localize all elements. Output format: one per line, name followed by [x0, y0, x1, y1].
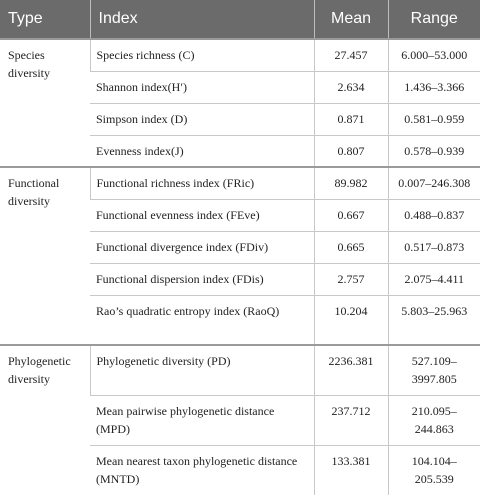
table-row: Functional divergence index (FDiv) 0.665… — [0, 230, 480, 263]
index-cell: Functional evenness index (FEve) — [90, 198, 314, 231]
table-row: Functional evenness index (FEve) 0.667 0… — [0, 198, 480, 231]
index-cell: Mean pairwise phylogenetic distance (MPD… — [90, 394, 314, 445]
table-row: Shannon index(H′) 2.634 1.436–3.366 — [0, 70, 480, 103]
mean-cell: 0.667 — [313, 198, 388, 231]
range-cell: 210.095–244.863 — [387, 394, 480, 445]
range-cell: 104.104–205.539 — [387, 444, 480, 495]
mean-cell: 0.807 — [313, 134, 388, 167]
range-cell: 0.007–246.308 — [387, 166, 480, 199]
mean-cell: 133.381 — [313, 444, 388, 495]
header-type: Type — [0, 0, 90, 39]
mean-cell: 2.757 — [313, 262, 388, 295]
mean-cell: 2.634 — [313, 70, 388, 103]
table-row: Species diversity Species richness (C) 2… — [0, 38, 480, 167]
index-cell: Mean nearest taxon phylogenetic distance… — [90, 444, 314, 495]
range-cell: 527.109–3997.805 — [387, 344, 480, 395]
table-row: Phylogenetic diversity Phylogenetic dive… — [0, 344, 480, 495]
index-cell: Simpson index (D) — [90, 102, 314, 135]
index-cell: Shannon index(H′) — [90, 70, 314, 103]
type-cell-functional: Functional diversity — [0, 166, 90, 345]
range-cell: 0.581–0.959 — [387, 102, 480, 135]
index-cell: Phylogenetic diversity (PD) — [89, 344, 314, 395]
mean-cell: 0.665 — [313, 230, 388, 263]
type-cell-phylogenetic: Phylogenetic diversity — [0, 344, 90, 495]
table-header: Type Index Mean Range — [0, 0, 480, 39]
mean-cell: 2236.381 — [313, 344, 388, 395]
table-row: Functional dispersion index (FDis) 2.757… — [0, 262, 480, 295]
range-cell: 2.075–4.411 — [387, 262, 480, 295]
type-cell-species: Species diversity — [0, 38, 90, 167]
range-cell: 6.000–53.000 — [387, 38, 480, 71]
range-cell: 1.436–3.366 — [387, 70, 480, 103]
mean-cell: 27.457 — [313, 38, 388, 71]
header-mean: Mean — [313, 0, 388, 39]
header-index: Index — [89, 0, 314, 39]
table-row: Mean pairwise phylogenetic distance (MPD… — [0, 394, 480, 445]
table-row: Rao’s quadratic entropy index (RaoQ) 10.… — [0, 294, 480, 345]
index-cell: Evenness index(J) — [90, 134, 314, 167]
index-cell: Rao’s quadratic entropy index (RaoQ) — [90, 294, 314, 345]
range-cell: 0.517–0.873 — [387, 230, 480, 263]
index-cell: Functional dispersion index (FDis) — [90, 262, 314, 295]
mean-cell: 237.712 — [313, 394, 388, 445]
index-cell: Functional richness index (FRic) — [89, 166, 314, 199]
table-row: Mean nearest taxon phylogenetic distance… — [0, 444, 480, 495]
header-row: Type Index Mean Range — [0, 0, 480, 39]
table-row: Evenness index(J) 0.807 0.578–0.939 — [0, 134, 480, 167]
index-cell: Species richness (C) — [89, 38, 314, 71]
table-row: Simpson index (D) 0.871 0.581–0.959 — [0, 102, 480, 135]
table-body: Species diversity Species richness (C) 2… — [0, 38, 480, 495]
mean-cell: 0.871 — [313, 102, 388, 135]
mean-cell: 89.982 — [313, 166, 388, 199]
range-cell: 0.488–0.837 — [387, 198, 480, 231]
range-cell: 0.578–0.939 — [387, 134, 480, 167]
range-cell: 5.803–25.963 — [387, 294, 480, 345]
header-range: Range — [387, 0, 480, 39]
mean-cell: 10.204 — [313, 294, 388, 345]
index-cell: Functional divergence index (FDiv) — [90, 230, 314, 263]
table-row: Functional diversity Functional richness… — [0, 166, 480, 345]
